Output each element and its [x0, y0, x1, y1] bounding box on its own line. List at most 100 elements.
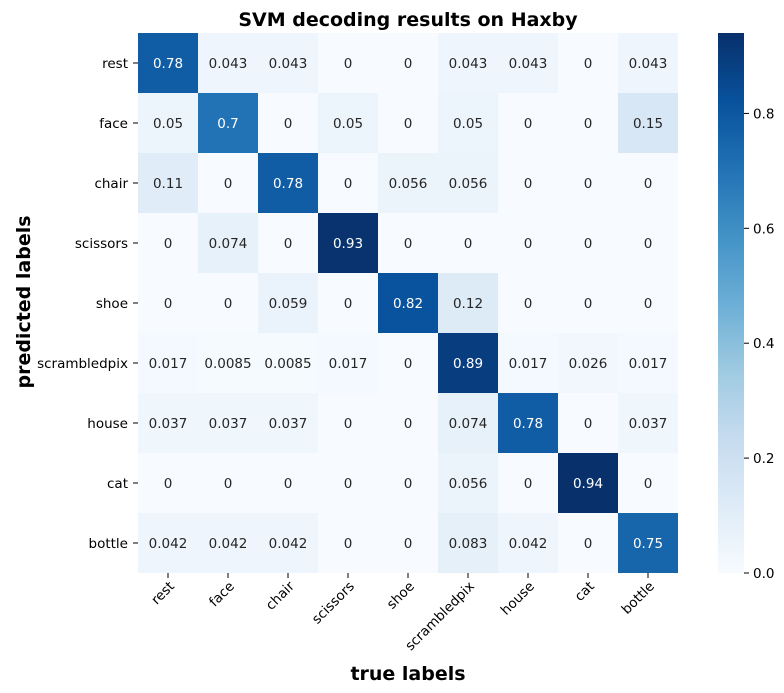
- cell-value-label: 0: [524, 476, 533, 492]
- heatmap-cell: [138, 153, 198, 213]
- cell-value-label: 0.017: [509, 356, 548, 372]
- heatmap-cell: [558, 93, 618, 153]
- x-tick-label: house: [498, 579, 538, 619]
- colorbar-tick-label: 0.6: [753, 221, 774, 237]
- cell-value-label: 0: [644, 236, 653, 252]
- heatmap-cell: [198, 153, 258, 213]
- cell-value-label: 0: [464, 236, 473, 252]
- cell-value-label: 0.78: [153, 56, 183, 72]
- heatmap-cells: 0.78 0.043 0.043 0 0 0.043 0.043 0 0.043 0.05 0.7 0…: [138, 33, 678, 573]
- cell-value-label: 0: [344, 416, 353, 432]
- cell-value-label: 0.0085: [264, 356, 311, 372]
- cell-value-label: 0.78: [513, 416, 543, 432]
- cell-value-label: 0.042: [209, 536, 248, 552]
- cell-value-label: 0.042: [509, 536, 548, 552]
- cell-value-label: 0: [524, 296, 533, 312]
- heatmap-cell: [438, 333, 498, 393]
- x-tick-label: cat: [572, 579, 598, 605]
- heatmap-cell: [138, 213, 198, 273]
- heatmap-cell: [138, 513, 198, 573]
- cell-value-label: 0: [524, 236, 533, 252]
- cell-value-label: 0.7: [217, 116, 238, 132]
- heatmap-cell: [318, 333, 378, 393]
- cell-value-label: 0: [644, 476, 653, 492]
- heatmap-cell: [318, 393, 378, 453]
- heatmap-cell: [438, 513, 498, 573]
- heatmap-cell: [618, 93, 678, 153]
- cell-value-label: 0.037: [209, 416, 248, 432]
- x-axis-label: true labels: [350, 663, 465, 685]
- cell-value-label: 0: [344, 296, 353, 312]
- heatmap-cell: [378, 33, 438, 93]
- cell-value-label: 0: [404, 56, 413, 72]
- cell-value-label: 0: [344, 176, 353, 192]
- cell-value-label: 0.056: [389, 176, 428, 192]
- heatmap-cell: [258, 93, 318, 153]
- cell-value-label: 0.017: [629, 356, 668, 372]
- y-tick-label: scrambledpix: [37, 356, 128, 372]
- cell-value-label: 0.15: [633, 116, 663, 132]
- cell-value-label: 0: [584, 176, 593, 192]
- heatmap-cell: [378, 453, 438, 513]
- heatmap-cell: [318, 513, 378, 573]
- heatmap-cell: [498, 333, 558, 393]
- cell-value-label: 0.043: [269, 56, 308, 72]
- cell-value-label: 0.11: [153, 176, 183, 192]
- heatmap-cell: [138, 273, 198, 333]
- cell-value-label: 0.083: [449, 536, 488, 552]
- cell-value-label: 0: [284, 476, 293, 492]
- cell-value-label: 0.75: [633, 536, 663, 552]
- heatmap-cell: [438, 33, 498, 93]
- heatmap-cell: [198, 33, 258, 93]
- cell-value-label: 0: [404, 476, 413, 492]
- heatmap-cell: [378, 273, 438, 333]
- heatmap-cell: [318, 93, 378, 153]
- heatmap-cell: [558, 513, 618, 573]
- heatmap-cell: [318, 213, 378, 273]
- heatmap-cell: [318, 153, 378, 213]
- cell-value-label: 0: [344, 56, 353, 72]
- heatmap-cell: [318, 33, 378, 93]
- heatmap-cell: [618, 453, 678, 513]
- heatmap-cell: [618, 213, 678, 273]
- cell-value-label: 0.042: [269, 536, 308, 552]
- cell-value-label: 0: [404, 116, 413, 132]
- colorbar-tick-label: 0.2: [753, 451, 774, 467]
- cell-value-label: 0.017: [329, 356, 368, 372]
- y-tick-label: chair: [94, 176, 128, 192]
- heatmap-cell: [558, 273, 618, 333]
- cell-value-label: 0.05: [333, 116, 363, 132]
- y-tick-label: rest: [102, 56, 128, 72]
- cell-value-label: 0.043: [449, 56, 488, 72]
- cell-value-label: 0: [584, 536, 593, 552]
- y-tick-label: house: [87, 416, 128, 432]
- cell-value-label: 0.82: [393, 296, 423, 312]
- heatmap-cell: [498, 213, 558, 273]
- heatmap-cell: [378, 393, 438, 453]
- cell-value-label: 0.074: [449, 416, 488, 432]
- cell-value-label: 0: [524, 176, 533, 192]
- y-tick-label: cat: [107, 476, 128, 492]
- heatmap-cell: [438, 213, 498, 273]
- x-tick-label: rest: [148, 579, 178, 609]
- cell-value-label: 0: [284, 116, 293, 132]
- cell-value-label: 0.05: [153, 116, 183, 132]
- heatmap-cell: [138, 333, 198, 393]
- heatmap-cell: [618, 273, 678, 333]
- heatmap-cell: [258, 453, 318, 513]
- heatmap-cell: [618, 33, 678, 93]
- heatmap-cell: [498, 93, 558, 153]
- heatmap-cell: [198, 393, 258, 453]
- heatmap-cell: [258, 393, 318, 453]
- heatmap-cell: [498, 393, 558, 453]
- cell-value-label: 0: [224, 476, 233, 492]
- heatmap-cell: [378, 513, 438, 573]
- heatmap-cell: [378, 213, 438, 273]
- cell-value-label: 0.017: [149, 356, 188, 372]
- x-tick-label: scissors: [309, 579, 358, 628]
- cell-value-label: 0.78: [273, 176, 303, 192]
- heatmap-cell: [138, 33, 198, 93]
- heatmap-cell: [558, 453, 618, 513]
